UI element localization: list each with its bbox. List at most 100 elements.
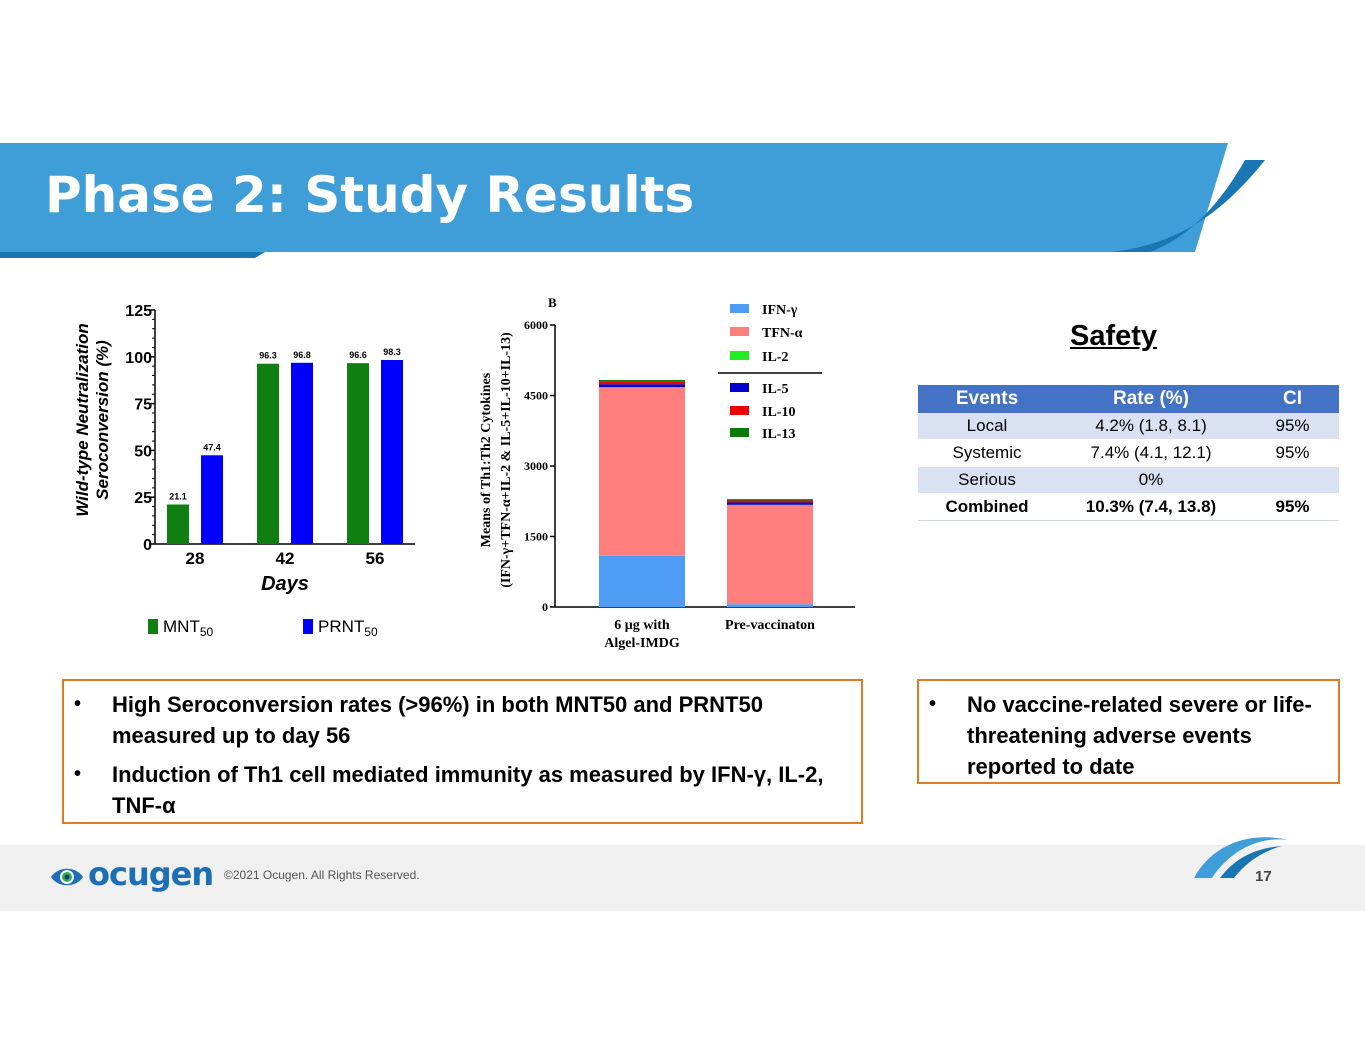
bar-segment xyxy=(727,604,813,607)
data-label: 47.4 xyxy=(203,442,221,452)
bar-prnt xyxy=(291,362,313,544)
y-tick-label: 75 xyxy=(134,397,152,414)
bullet-item: • High Seroconversion rates (>96%) in bo… xyxy=(64,689,847,751)
safety-title: Safety xyxy=(1070,320,1158,352)
header-banner xyxy=(0,143,1265,258)
safety-table: Events Rate (%) CI Local 4.2% (1.8, 8.1)… xyxy=(918,385,1339,521)
y-axis-label-line2: Seroconversion (%) xyxy=(93,340,112,500)
y-tick-label: 3000 xyxy=(524,459,548,473)
legend-swatch xyxy=(730,351,749,360)
bullet-text: No vaccine-related severe or life-threat… xyxy=(967,692,1312,779)
data-label: 96.6 xyxy=(349,350,367,360)
footer xyxy=(0,845,1365,911)
y-tick-label: 0 xyxy=(542,600,548,614)
company-logo: ocugen xyxy=(88,855,214,893)
cytokines-chart: B Means of Th1:Th2 Cytokines (IFN-γ+TFN-… xyxy=(479,295,855,651)
x-tick-label: 56 xyxy=(366,549,385,568)
bar-segment xyxy=(727,502,813,505)
legend-label: MNT50 xyxy=(163,617,214,639)
table-header-row: Events Rate (%) CI xyxy=(918,385,1339,413)
header-events: Events xyxy=(918,385,1056,413)
header-ci: CI xyxy=(1246,385,1339,413)
x-tick-label: 28 xyxy=(186,549,205,568)
efficacy-bullets-box: • High Seroconversion rates (>96%) in bo… xyxy=(62,679,863,824)
ci-cell: 95% xyxy=(1246,413,1339,440)
data-label: 98.3 xyxy=(383,347,401,357)
bar-segment xyxy=(599,555,685,607)
legend-swatch xyxy=(730,428,749,437)
bar-segment xyxy=(727,504,813,506)
page-number: 17 xyxy=(1255,868,1272,885)
legend-swatch xyxy=(730,327,749,336)
table-row: Systemic 7.4% (4.1, 12.1) 95% xyxy=(918,439,1339,467)
bar-mnt xyxy=(167,504,189,544)
legend-swatch xyxy=(730,304,749,313)
bar-mnt xyxy=(257,363,279,544)
rate-cell: 10.3% (7.4, 13.8) xyxy=(1056,493,1246,521)
bar-segment xyxy=(599,381,685,385)
bar-segment xyxy=(599,387,685,556)
legend-swatch xyxy=(148,619,158,634)
y-axis-label-line1: Means of Th1:Th2 Cytokines xyxy=(479,372,494,547)
data-label: 96.8 xyxy=(293,350,311,360)
legend-label: TFN-α xyxy=(762,326,803,341)
bar-segment xyxy=(727,505,813,605)
header-rate: Rate (%) xyxy=(1056,385,1246,413)
y-tick-label: 0 xyxy=(143,537,152,554)
legend-label: IL-10 xyxy=(762,405,795,420)
y-tick-label: 125 xyxy=(125,303,152,320)
y-axis-label-line2: (IFN-γ+TFN-α+IL-2 & IL-5+IL-10+IL-13) xyxy=(499,332,514,588)
bar-prnt xyxy=(201,455,223,544)
legend-swatch xyxy=(730,406,749,415)
bar-segment xyxy=(727,499,813,501)
x-tick-label: 6 μg with xyxy=(614,618,670,633)
safety-bullets-box: • No vaccine-related severe or life-thre… xyxy=(917,679,1340,784)
eye-icon xyxy=(51,868,83,886)
data-label: 96.3 xyxy=(259,351,277,361)
bullet-glyph: • xyxy=(74,693,82,715)
bar-segment xyxy=(599,384,685,388)
rate-cell: 7.4% (4.1, 12.1) xyxy=(1056,439,1246,467)
event-cell: Systemic xyxy=(918,439,1056,467)
bullet-text: Induction of Th1 cell mediated immunity … xyxy=(112,762,824,818)
legend-label: IL-2 xyxy=(762,350,788,365)
bar-segment xyxy=(727,500,813,503)
bullet-item: • Induction of Th1 cell mediated immunit… xyxy=(64,759,847,821)
panel-label: B xyxy=(548,295,557,310)
bar-segment xyxy=(599,387,685,388)
y-tick-label: 4500 xyxy=(524,389,548,403)
legend-label: IL-5 xyxy=(762,382,788,397)
ci-cell: 95% xyxy=(1246,493,1339,521)
x-tick-label: Pre-vaccinaton xyxy=(725,618,815,633)
legend-label: IL-13 xyxy=(762,427,795,442)
bar-prnt xyxy=(381,359,403,544)
y-tick-label: 1500 xyxy=(524,530,548,544)
x-tick-label: Algel-IMDG xyxy=(604,636,680,651)
table-row: Local 4.2% (1.8, 8.1) 95% xyxy=(918,413,1339,440)
page-title: Phase 2: Study Results xyxy=(45,166,695,224)
y-tick-label: 100 xyxy=(125,350,152,367)
y-tick-label: 50 xyxy=(134,443,152,460)
y-axis-label-line1: Wild-type Neutralization xyxy=(73,323,92,516)
y-tick-label: 6000 xyxy=(524,318,548,332)
table-row: Combined 10.3% (7.4, 13.8) 95% xyxy=(918,493,1339,521)
bar-segment xyxy=(599,379,685,382)
copyright-text: ©2021 Ocugen. All Rights Reserved. xyxy=(224,868,420,882)
data-label: 21.1 xyxy=(169,492,187,502)
ci-cell xyxy=(1246,466,1339,494)
table-row: Serious 0% xyxy=(918,466,1339,494)
rate-cell: 4.2% (1.8, 8.1) xyxy=(1056,413,1246,440)
ci-cell: 95% xyxy=(1246,439,1339,467)
bullet-glyph: • xyxy=(74,763,82,785)
legend-swatch xyxy=(730,383,749,392)
legend-swatch xyxy=(303,619,313,634)
legend-label: IFN-γ xyxy=(762,303,798,318)
bullet-text: High Seroconversion rates (>96%) in both… xyxy=(112,692,763,748)
event-cell: Serious xyxy=(918,466,1056,494)
y-tick-label: 25 xyxy=(134,490,152,507)
x-axis-label: Days xyxy=(261,573,309,595)
seroconversion-chart: 0 25 50 75 100 125 28 21.1 47.4 42 96.3 96.8 56 96.6… xyxy=(73,303,415,639)
swoosh-icon xyxy=(1194,837,1288,878)
event-cell: Combined xyxy=(918,493,1056,521)
bullet-glyph: • xyxy=(929,693,937,715)
